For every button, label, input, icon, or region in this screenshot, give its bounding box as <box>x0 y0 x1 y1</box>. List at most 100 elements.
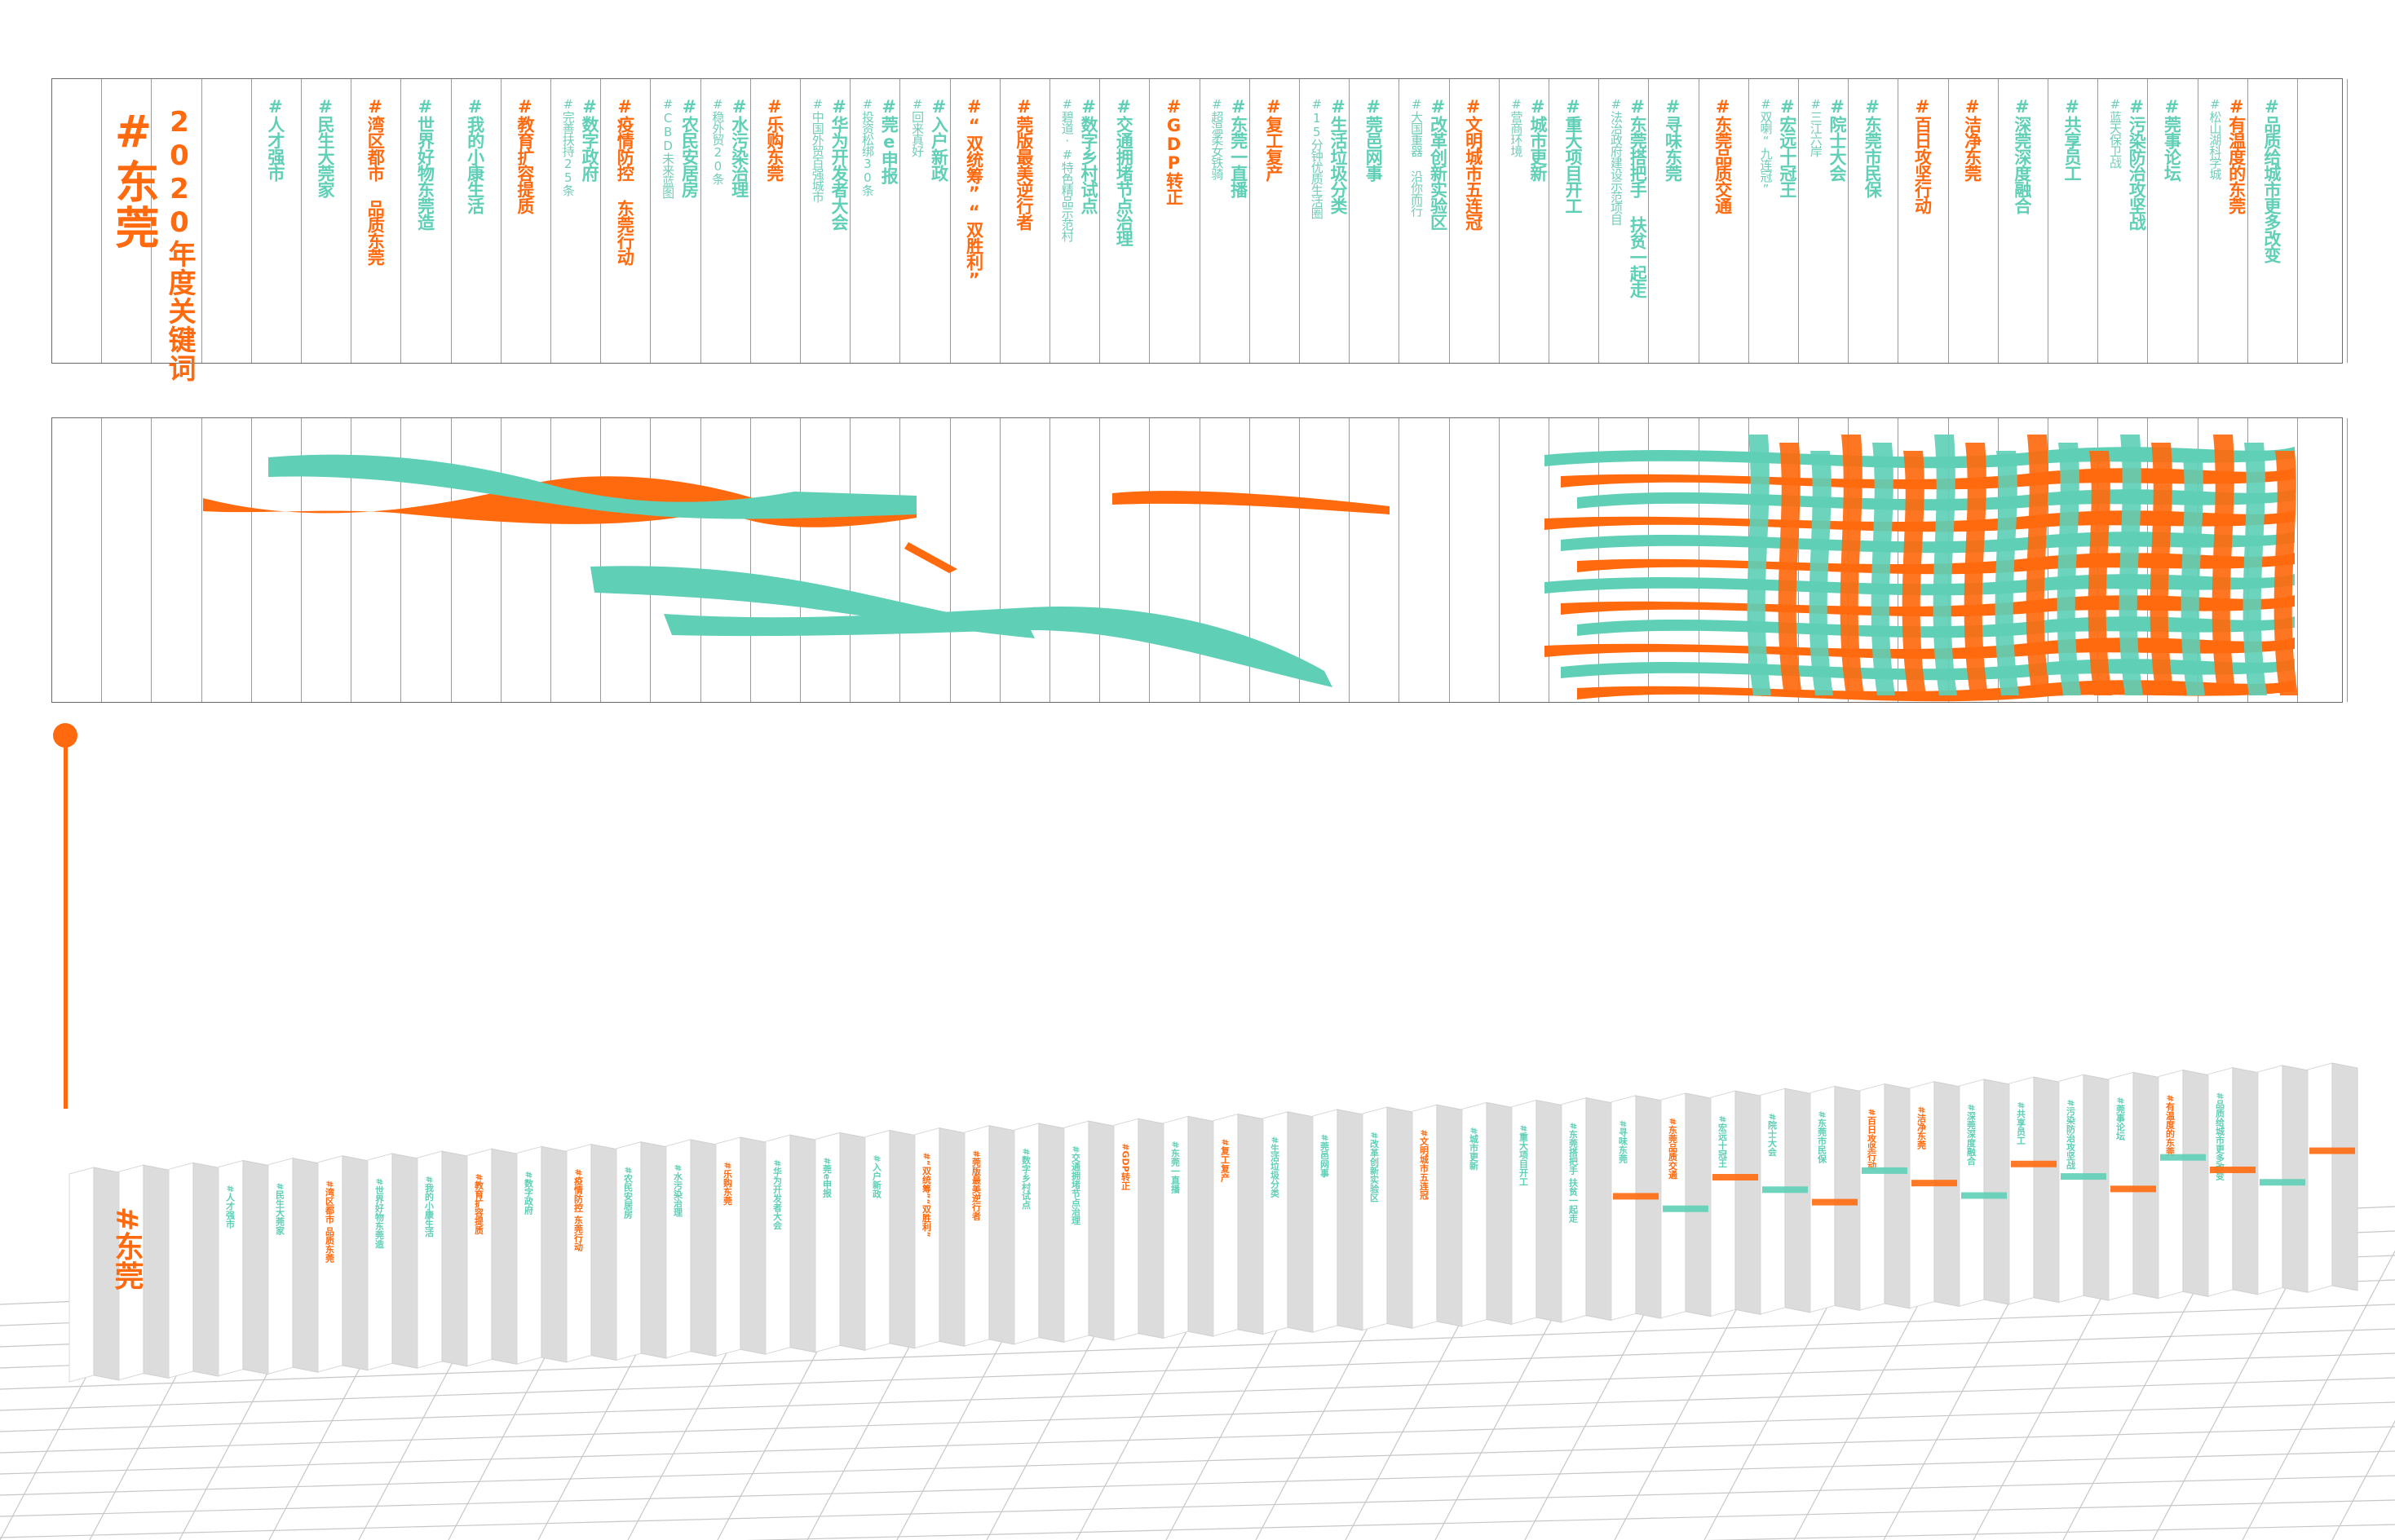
keyword: #深莞深度融合 <box>2012 97 2032 214</box>
panel <box>502 79 551 363</box>
panel <box>401 79 452 363</box>
panel <box>102 418 152 702</box>
panel <box>1001 79 1050 363</box>
installation-keyword: #乐购东莞 <box>722 1162 734 1206</box>
title-subtitle: 2020年度关键词 <box>163 106 196 382</box>
installation-keyword: #莞邑网事 <box>1319 1134 1331 1178</box>
installation-keyword: #民生大莞家 <box>275 1183 286 1236</box>
panel <box>102 79 152 363</box>
panel <box>252 79 302 363</box>
installation-keyword: #东莞市民保 <box>1817 1110 1828 1163</box>
installation-keyword: #百日攻坚行动 <box>1867 1109 1878 1171</box>
panel <box>152 79 202 363</box>
installation-keyword: #入户新政 <box>872 1154 882 1198</box>
panel <box>1549 79 1600 363</box>
keyword-sub: #15分钟优质生活圈 <box>1309 97 1324 218</box>
keyword-sub: #回来真好 <box>910 97 926 157</box>
keyword-sub: #中国外贸百强城市 <box>810 97 825 202</box>
panel <box>851 418 901 702</box>
installation-keyword: #湾区都市 品质东莞 <box>325 1180 336 1264</box>
keyword: #湾区都市 品质东莞 <box>365 97 386 265</box>
panel <box>1350 79 1400 363</box>
panel <box>1649 79 1699 363</box>
keyword: #农民安居房 <box>679 97 700 197</box>
installation-keyword: #品质给城市更多改变 <box>2215 1092 2225 1181</box>
keyword-sub: #营商环境 <box>1509 97 1524 157</box>
installation-keyword: #东莞品质交通 <box>1668 1118 1679 1180</box>
panel <box>900 418 951 702</box>
installation-keyword: #农民安居房 <box>623 1167 634 1220</box>
keyword: #交通拥堵节点治理 <box>1114 97 1134 246</box>
installation-keyword: #“双统筹”“双胜利” <box>921 1153 933 1238</box>
installation-keyword: #水污染治理 <box>673 1164 683 1216</box>
keyword: #华为开发者大会 <box>829 97 850 230</box>
installation-keyword: #华为开发者大会 <box>772 1159 784 1230</box>
installation-keyword: #莞e申报 <box>822 1157 833 1198</box>
timeline-line <box>64 742 68 1109</box>
keyword-sub: #CBD未来蓝图 <box>661 97 676 198</box>
keyword: #生活垃圾分类 <box>1328 97 1349 214</box>
installation-keyword: #生活垃圾分类 <box>1270 1136 1280 1198</box>
keyword: #品质给城市更多改变 <box>2261 97 2282 263</box>
keyword: #百日攻坚行动 <box>1912 97 1933 214</box>
keyword: #院士大会 <box>1827 97 1848 181</box>
panel <box>52 418 103 702</box>
title-hashtag: #东莞 <box>108 106 159 250</box>
panel <box>2198 79 2248 363</box>
keyword-strip: #人才强市 #民生大莞家 #湾区都市 品质东莞 #世界好物东莞造 #我的小康生活 #教育扩… <box>51 78 2349 364</box>
panel <box>1599 79 1650 363</box>
installation-keyword: #共享员工 <box>2016 1101 2026 1145</box>
keyword: #污染防治攻坚战 <box>2127 97 2147 230</box>
installation-keyword: #数字政府 <box>524 1171 534 1215</box>
panel <box>1300 418 1350 702</box>
panel <box>502 418 551 702</box>
keyword: #城市更新 <box>1527 97 1548 181</box>
installation-keyword: #世界好物东莞造 <box>374 1178 386 1249</box>
keyword: #数字政府 <box>580 97 600 181</box>
keyword: #数字乡村试点 <box>1079 97 1099 214</box>
panel <box>1799 79 1849 363</box>
panel <box>2298 418 2349 702</box>
panel <box>351 79 402 363</box>
keyword: #复工复产 <box>1263 97 1284 181</box>
keyword-sub: #碧道·#特色精品示范村 <box>1059 97 1075 241</box>
installation-keyword: #人才强市 <box>225 1185 236 1229</box>
panel <box>2098 79 2149 363</box>
panel <box>601 79 652 363</box>
panel <box>751 79 801 363</box>
keyword-sub: #完善扶持25条 <box>560 97 576 196</box>
panel <box>1200 79 1250 363</box>
panel <box>951 79 1001 363</box>
keyword: #疫情防控 东莞行动 <box>615 97 635 265</box>
panel <box>1949 79 1999 363</box>
installation-keyword: #城市更新 <box>1469 1127 1479 1171</box>
panel <box>401 418 452 702</box>
panel <box>1699 79 1749 363</box>
keyword-sub: #超温柔女铁骑 <box>1209 97 1225 179</box>
panel <box>801 418 851 702</box>
installation-keyword: #数字乡村试点 <box>1021 1148 1032 1210</box>
installation-keyword: #宏远十冠王 <box>1717 1115 1728 1168</box>
keyword-sub: #蓝天保卫战 <box>2107 97 2123 168</box>
panel <box>2248 79 2298 363</box>
keyword: #莞事论坛 <box>2162 97 2182 181</box>
installation-keyword: #教育扩容提质 <box>474 1173 485 1235</box>
panel <box>1849 418 1899 702</box>
installation-keyword: #院士大会 <box>1767 1113 1778 1157</box>
keyword-sub: #法治政府建设示范项目 <box>1608 97 1624 225</box>
ribbon-graphic <box>203 435 2298 702</box>
panel <box>551 79 602 363</box>
keyword: #民生大莞家 <box>316 97 336 197</box>
keyword-sub: #双喇“九连冠” <box>1758 97 1774 196</box>
installation-title: #东莞 <box>110 1207 144 1290</box>
panel <box>1849 79 1899 363</box>
keyword: #入户新政 <box>929 97 949 181</box>
keyword: #水污染治理 <box>729 97 749 197</box>
keyword: #“双统筹”“双胜利” <box>964 97 984 289</box>
keyword: #有温度的东莞 <box>2226 97 2247 214</box>
panel <box>152 418 202 702</box>
keyword: #东莞市民保 <box>1863 97 1883 197</box>
panel <box>52 79 103 363</box>
panel <box>252 418 302 702</box>
panel <box>651 418 701 702</box>
